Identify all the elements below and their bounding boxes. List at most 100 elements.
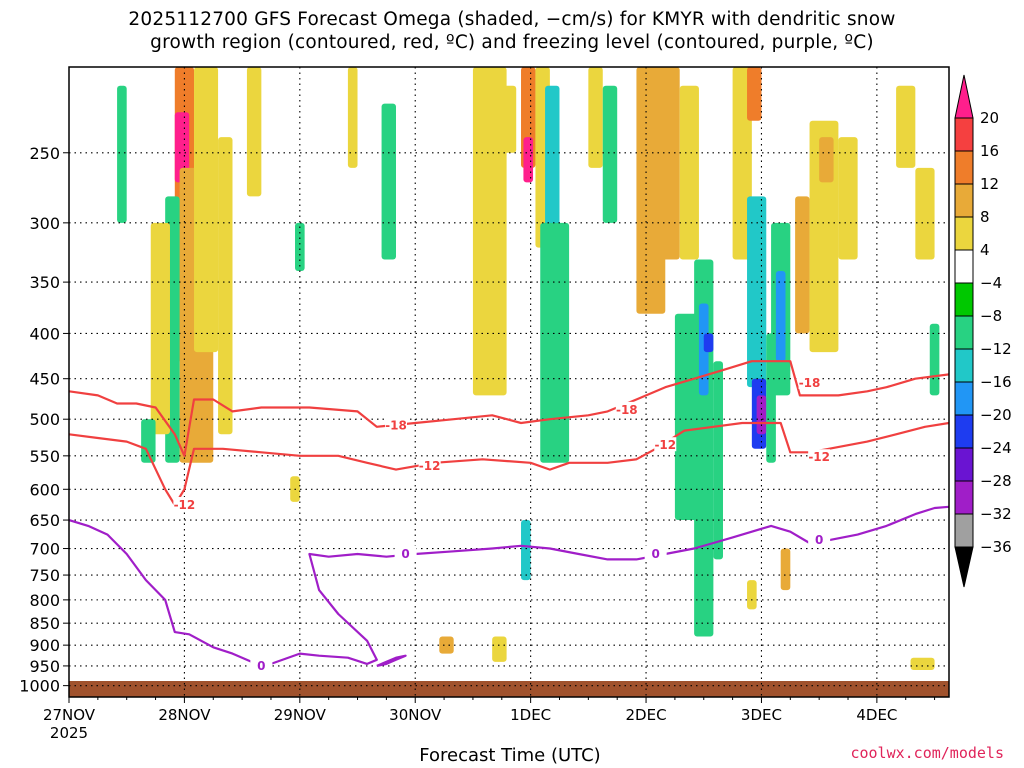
y-tick-label: 350 xyxy=(29,273,60,292)
colorbar-label: 16 xyxy=(980,142,999,160)
colorbar-label: 8 xyxy=(980,208,990,226)
chart-title-line2: growth region (contoured, red, ºC) and f… xyxy=(150,32,874,53)
omega-cell xyxy=(295,222,305,271)
colorbar-swatch xyxy=(954,381,974,416)
colorbar-label: −20 xyxy=(980,406,1012,424)
omega-cell xyxy=(141,419,156,463)
contour-label-bg xyxy=(798,374,821,389)
omega-cell xyxy=(660,67,680,260)
omega-cell xyxy=(150,222,170,435)
contour-label: 0 xyxy=(257,659,265,673)
omega-cell xyxy=(117,85,127,223)
omega-cell xyxy=(523,137,534,183)
colorbar-swatch xyxy=(954,513,974,548)
omega-cell xyxy=(747,196,767,388)
colorbar-swatch xyxy=(954,216,974,251)
colorbar-swatch xyxy=(954,150,974,185)
colorbar-swatch xyxy=(954,183,974,218)
y-tick-label: 700 xyxy=(29,540,60,559)
contour-label: 0 xyxy=(401,547,409,561)
contour-label-bg xyxy=(654,437,677,452)
omega-cell xyxy=(636,67,666,314)
omega-cell xyxy=(194,67,219,353)
contour-label: -12 xyxy=(419,459,441,473)
omega-cell xyxy=(588,67,603,168)
y-tick-label: 900 xyxy=(29,636,60,655)
omega-cell xyxy=(713,361,723,560)
colorbar-swatch xyxy=(954,117,974,152)
colorbar-label: −16 xyxy=(980,373,1012,391)
contour-label-bg xyxy=(384,417,407,432)
omega-cell xyxy=(915,167,935,260)
x-tick-sublabel: 2025 xyxy=(50,724,88,742)
y-tick-label: 550 xyxy=(29,447,60,466)
colorbar-swatch xyxy=(954,282,974,317)
omega-cell xyxy=(674,313,699,521)
y-tick-label: 300 xyxy=(29,214,60,233)
ground-band xyxy=(69,681,949,697)
omega-cell xyxy=(174,112,190,183)
y-tick-label: 750 xyxy=(29,566,60,585)
x-tick-label: 1DEC xyxy=(510,706,551,724)
colorbar-label: −24 xyxy=(980,439,1012,457)
x-tick-label: 3DEC xyxy=(741,706,782,724)
omega-cell xyxy=(381,103,396,260)
colorbar-swatch xyxy=(954,414,974,449)
contour-label: 0 xyxy=(651,547,659,561)
contour-label-bg xyxy=(808,532,831,547)
chart-title-line1: 2025112700 GFS Forecast Omega (shaded, −… xyxy=(128,9,896,30)
contour-label-bg xyxy=(394,545,417,560)
x-tick-label: 2DEC xyxy=(626,706,667,724)
colorbar: 20 16 12 8 4 −4 −8 −12 −16 −20 −24 −28 −32 −36 xyxy=(954,74,1012,588)
x-tick-label: 30NOV xyxy=(389,706,442,724)
x-tick-label: 28NOV xyxy=(158,706,211,724)
colorbar-label: −28 xyxy=(980,472,1012,490)
omega-cell xyxy=(472,67,507,396)
omega-cell xyxy=(501,85,517,153)
omega-cell xyxy=(540,222,570,463)
omega-cell xyxy=(703,333,714,353)
colorbar-label: 12 xyxy=(980,175,999,193)
colorbar-label: 4 xyxy=(980,241,990,259)
y-axis: 250 300 350 400 450 500 550 600 650 700 750 800 850 9… xyxy=(19,144,69,696)
contour-line-0-loop xyxy=(376,654,407,667)
x-tick-label: 29NOV xyxy=(274,706,327,724)
colorbar-label: −36 xyxy=(980,538,1012,556)
y-tick-label: 400 xyxy=(29,324,60,343)
omega-cell xyxy=(545,85,560,260)
omega-cell xyxy=(521,520,531,581)
colorbar-label: −32 xyxy=(980,505,1012,523)
colorbar-swatch xyxy=(954,249,974,284)
omega-cell xyxy=(679,85,699,260)
y-tick-label: 600 xyxy=(29,480,60,499)
y-tick-label: 1000 xyxy=(19,677,60,696)
contour-label: -12 xyxy=(808,450,830,464)
omega-cell xyxy=(439,636,454,654)
colorbar-swatch xyxy=(954,315,974,350)
omega-cell xyxy=(838,137,858,260)
contours: -18 -18 -18 -12 -12 -12 -12 0 0 0 0 xyxy=(69,360,949,673)
contour-label-bg xyxy=(808,449,831,464)
y-tick-label: 500 xyxy=(29,410,60,429)
colorbar-label: 20 xyxy=(980,109,999,127)
omega-cell xyxy=(747,67,762,121)
y-tick-label: 950 xyxy=(29,657,60,676)
contour-label: 0 xyxy=(815,533,823,547)
y-tick-label: 650 xyxy=(29,511,60,530)
y-tick-label: 800 xyxy=(29,591,60,610)
contour-label-bg xyxy=(418,458,441,473)
omega-cell xyxy=(780,548,791,591)
x-tick-label: 4DEC xyxy=(856,706,897,724)
contour-line-0 xyxy=(69,505,949,665)
y-tick-label: 450 xyxy=(29,370,60,389)
omega-cell xyxy=(795,196,810,334)
omega-cell xyxy=(492,636,507,662)
omega-cell xyxy=(775,270,786,362)
colorbar-swatch xyxy=(954,348,974,383)
contour-label: -12 xyxy=(654,438,676,452)
plot-frame xyxy=(68,66,950,698)
omega-cell xyxy=(896,85,916,168)
omega-cell xyxy=(246,67,262,197)
contour-label: -18 xyxy=(616,403,638,417)
